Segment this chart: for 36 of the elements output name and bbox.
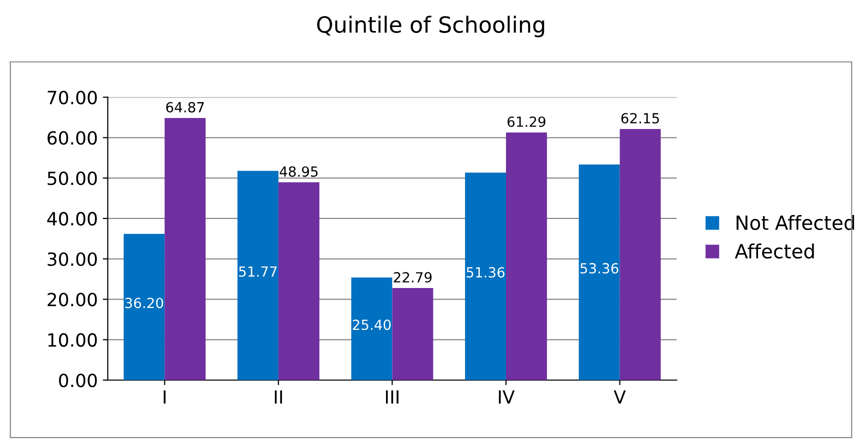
data-label: 64.87 xyxy=(166,102,204,112)
data-label: 48.95 xyxy=(280,166,318,177)
y-tick-label: 20.00 xyxy=(48,292,97,306)
bar xyxy=(164,118,206,380)
data-label: 51.36 xyxy=(466,267,505,278)
x-tick-label: V xyxy=(614,390,626,404)
bar xyxy=(578,164,620,380)
bar xyxy=(465,172,506,380)
bar xyxy=(237,170,278,380)
y-tick-label: 50.00 xyxy=(48,172,97,186)
y-tick-label: 0.00 xyxy=(59,374,97,388)
data-label: 36.20 xyxy=(125,298,164,308)
bar xyxy=(506,132,547,380)
bar xyxy=(392,288,434,380)
y-tick-label: 70.00 xyxy=(48,90,97,104)
x-tick-label: III xyxy=(386,390,398,404)
bar xyxy=(124,234,165,380)
bar xyxy=(278,182,320,380)
data-label: 22.79 xyxy=(394,272,432,283)
x-tick-label: I xyxy=(164,390,166,404)
x-tick-label: II xyxy=(274,390,282,404)
x-tick-label: IV xyxy=(498,390,515,404)
data-label: 51.77 xyxy=(239,266,277,277)
legend-label: Affected xyxy=(734,244,814,259)
y-tick-label: 40.00 xyxy=(47,212,97,226)
data-label: 61.29 xyxy=(508,116,546,127)
y-tick-label: 30.00 xyxy=(48,252,97,266)
bar xyxy=(620,128,661,380)
y-tick-label: 60.00 xyxy=(48,131,97,145)
data-label: 25.40 xyxy=(352,320,391,330)
bar xyxy=(351,277,392,380)
data-label: 53.36 xyxy=(580,263,618,274)
y-tick-label: 10.00 xyxy=(48,333,97,347)
chart-title: Quintile of Schooling xyxy=(317,16,544,38)
legend-label: Not Affected xyxy=(736,215,854,230)
data-label: 62.15 xyxy=(621,112,659,124)
